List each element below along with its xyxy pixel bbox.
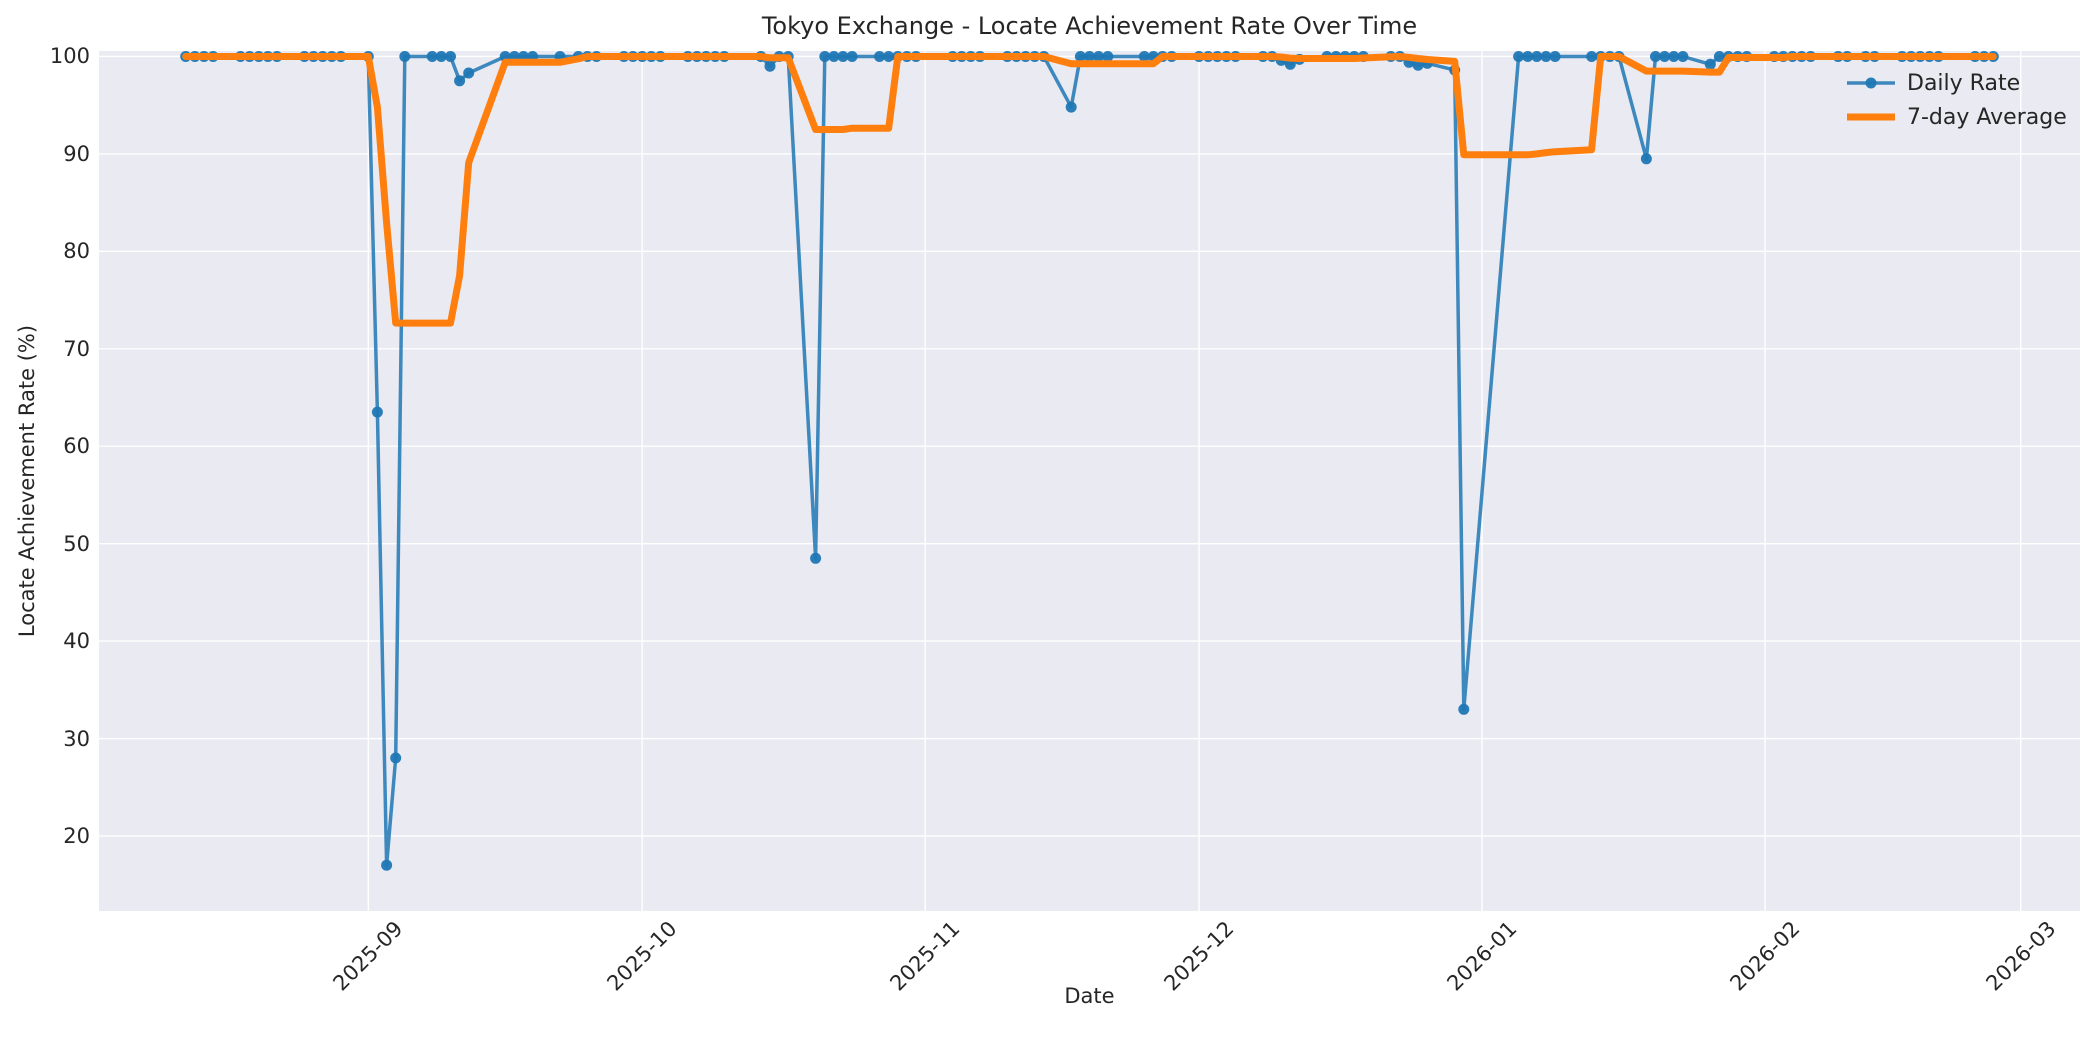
y-tick-label: 60 bbox=[63, 434, 90, 459]
y-tick-label: 70 bbox=[63, 336, 90, 361]
y-axis-label: Locate Achievement Rate (%) bbox=[15, 324, 39, 638]
y-tick-label: 100 bbox=[49, 44, 90, 69]
data-point-marker bbox=[1704, 58, 1716, 70]
data-point-marker bbox=[1531, 51, 1543, 62]
y-tick-label: 50 bbox=[63, 531, 90, 556]
x-axis-label: Date bbox=[1064, 984, 1115, 1008]
legend-item-7day-average: 7-day Average bbox=[1847, 100, 2067, 134]
data-point-marker bbox=[837, 51, 849, 62]
data-point-marker bbox=[1549, 51, 1561, 62]
data-point-marker bbox=[381, 859, 393, 871]
average-legend-line-icon bbox=[1847, 113, 1895, 121]
y-tick-label: 20 bbox=[63, 823, 90, 848]
data-point-marker bbox=[1065, 101, 1077, 113]
data-point-marker bbox=[445, 51, 456, 62]
data-point-marker bbox=[1713, 51, 1725, 62]
y-gridlines bbox=[99, 55, 2080, 837]
data-point-marker bbox=[435, 51, 447, 62]
y-tick-label: 30 bbox=[63, 726, 90, 751]
data-point-marker bbox=[463, 67, 475, 79]
data-point-marker bbox=[1138, 51, 1150, 62]
data-point-marker bbox=[399, 51, 411, 62]
data-point-marker bbox=[454, 75, 466, 87]
data-point-marker bbox=[1102, 51, 1114, 62]
y-tick-label: 80 bbox=[63, 239, 90, 264]
data-point-marker bbox=[1522, 51, 1534, 62]
y-tick-label: 40 bbox=[63, 629, 90, 654]
data-point-marker bbox=[1540, 51, 1552, 62]
data-point-marker bbox=[819, 51, 831, 62]
legend-label-7day-average: 7-day Average bbox=[1907, 104, 2067, 130]
data-point-marker bbox=[371, 406, 383, 418]
data-point-marker bbox=[810, 552, 822, 564]
data-point-marker bbox=[1458, 703, 1470, 715]
data-point-marker bbox=[1084, 51, 1095, 62]
data-point-marker bbox=[764, 60, 776, 72]
data-point-marker bbox=[828, 51, 840, 62]
data-point-marker bbox=[1513, 51, 1525, 62]
seven-day-average-line bbox=[182, 53, 1997, 327]
data-point-marker bbox=[1659, 51, 1671, 62]
y-tick-label: 90 bbox=[63, 141, 90, 166]
data-point-marker bbox=[426, 51, 438, 62]
daily-rate-legend-line-icon bbox=[1847, 77, 1895, 89]
data-point-marker bbox=[1093, 51, 1105, 62]
data-point-marker bbox=[846, 51, 858, 62]
legend: Daily Rate 7-day Average bbox=[1847, 66, 2067, 134]
plot-area bbox=[99, 51, 2080, 911]
data-point-marker bbox=[1668, 51, 1680, 62]
data-point-marker bbox=[883, 51, 895, 62]
legend-label-daily-rate: Daily Rate bbox=[1907, 70, 2021, 96]
data-point-marker bbox=[1640, 153, 1652, 165]
legend-marker-dot bbox=[1865, 77, 1877, 89]
data-point-marker bbox=[1650, 51, 1661, 62]
data-point-marker bbox=[1677, 51, 1689, 62]
data-point-marker bbox=[1412, 59, 1424, 71]
legend-item-daily-rate: Daily Rate bbox=[1847, 66, 2067, 100]
data-point-marker bbox=[390, 752, 402, 764]
data-point-marker bbox=[1586, 51, 1598, 62]
chart-title: Tokyo Exchange - Locate Achievement Rate… bbox=[761, 12, 1418, 40]
data-point-marker bbox=[874, 51, 885, 62]
data-point-marker bbox=[1074, 51, 1086, 62]
